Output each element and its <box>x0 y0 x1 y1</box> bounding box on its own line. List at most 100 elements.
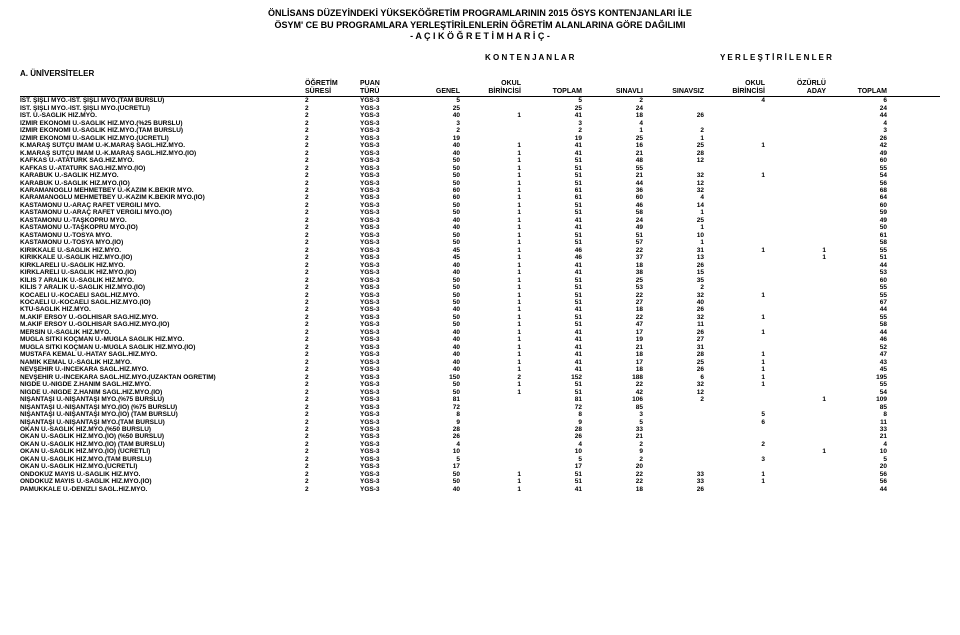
cell-puan-turu: YGS-3 <box>360 187 400 194</box>
cell-toplam-2: 54 <box>832 172 887 179</box>
cell-sinavli: 22 <box>588 314 649 321</box>
cell-ogretim-suresi: 2 <box>305 150 360 157</box>
cell-sinavli: 25 <box>588 135 649 142</box>
cell-ogretim-suresi: 2 <box>305 471 360 478</box>
cell-ogretim-suresi: 2 <box>305 456 360 463</box>
cell-okul-birincisi-2: 5 <box>710 411 771 418</box>
cell-ozurlu-aday: 1 <box>771 396 832 403</box>
cell-ogretim-suresi: 2 <box>305 142 360 149</box>
cell-puan-turu: YGS-3 <box>360 127 400 134</box>
hdr2-genel: GENEL <box>400 88 466 96</box>
cell-toplam: 51 <box>527 157 588 164</box>
cell-toplam: 41 <box>527 262 588 269</box>
cell-genel: 40 <box>400 366 466 373</box>
table-row: NİŞANTAŞI Ü.-NİŞANTAŞI MYO.(İÖ) (TAM BUR… <box>20 411 940 418</box>
cell-genel: 45 <box>400 254 466 261</box>
cell-sinavsiz: 26 <box>649 306 710 313</box>
cell-puan-turu: YGS-3 <box>360 97 400 104</box>
cell-okul-birincisi-2 <box>710 299 771 306</box>
cell-toplam: 51 <box>527 299 588 306</box>
cell-okul-birincisi-2: 1 <box>710 247 771 254</box>
cell-program-name: KASTAMONU Ü.-ARAÇ RAFET VERGİLİ MYO.(İÖ) <box>20 209 305 216</box>
hdr2-puan: TÜRÜ <box>360 88 400 96</box>
cell-toplam-2: 20 <box>832 463 887 470</box>
cell-okul-birincisi <box>466 105 527 112</box>
cell-toplam-2: 43 <box>832 359 887 366</box>
cell-program-name: KAFKAS Ü.-ATATÜRK SAĞ.HİZ.MYO. <box>20 157 305 164</box>
cell-ozurlu-aday <box>771 366 832 373</box>
cell-sinavsiz: 11 <box>649 321 710 328</box>
cell-ozurlu-aday <box>771 277 832 284</box>
cell-program-name: KARAMANOĞLU MEHMETBEY Ü.-KAZIM K.BEKİR M… <box>20 187 305 194</box>
cell-ozurlu-aday <box>771 351 832 358</box>
cell-okul-birincisi: 1 <box>466 351 527 358</box>
cell-sinavsiz: 31 <box>649 344 710 351</box>
cell-puan-turu: YGS-3 <box>360 419 400 426</box>
cell-ogretim-suresi: 2 <box>305 389 360 396</box>
cell-okul-birincisi: 1 <box>466 194 527 201</box>
cell-toplam-2: 4 <box>832 120 887 127</box>
cell-program-name: ONDOKUZ MAYIS Ü.-SAĞLIK HİZ.MYO.(İÖ) <box>20 478 305 485</box>
table-row: NİŞANTAŞI Ü.-NİŞANTAŞI MYO.(%75 BURSLU)2… <box>20 396 940 403</box>
cell-ozurlu-aday <box>771 180 832 187</box>
cell-sinavli: 19 <box>588 336 649 343</box>
cell-genel: 40 <box>400 269 466 276</box>
cell-program-name: KIRKLARELİ Ü.-SAĞLIK HİZ.MYO. <box>20 262 305 269</box>
table-row: KOCAELİ Ü.-KOCAELİ SAĞL.HİZ.MYO.2YGS-350… <box>20 292 940 299</box>
cell-program-name: KASTAMONU Ü.-TOSYA MYO. <box>20 232 305 239</box>
cell-okul-birincisi-2 <box>710 433 771 440</box>
cell-okul-birincisi-2 <box>710 336 771 343</box>
cell-ogretim-suresi: 2 <box>305 448 360 455</box>
cell-toplam-2: 49 <box>832 150 887 157</box>
cell-program-name: NİŞANTAŞI Ü.-NİŞANTAŞI MYO.(İÖ) (%75 BUR… <box>20 404 305 411</box>
cell-okul-birincisi-2 <box>710 404 771 411</box>
cell-okul-birincisi <box>466 456 527 463</box>
cell-ogretim-suresi: 2 <box>305 374 360 381</box>
table-row: OKAN Ü.-SAĞLIK HİZ.MYO.(İÖ) (%50 BURSLU)… <box>20 433 940 440</box>
cell-okul-birincisi: 1 <box>466 277 527 284</box>
cell-okul-birincisi-2 <box>710 321 771 328</box>
cell-sinavsiz: 26 <box>649 486 710 493</box>
cell-okul-birincisi-2 <box>710 254 771 261</box>
table-row: NİĞDE Ü.-NİĞDE Z.HANIM SAĞL.HİZ.MYO.(İÖ)… <box>20 389 940 396</box>
cell-ozurlu-aday <box>771 172 832 179</box>
cell-sinavsiz: 12 <box>649 389 710 396</box>
cell-program-name: OKAN Ü.-SAĞLIK HİZ.MYO.(İÖ) (ÜCRETLİ) <box>20 448 305 455</box>
cell-ozurlu-aday <box>771 112 832 119</box>
cell-program-name: NAMIK KEMAL Ü.-SAĞLIK HİZ.MYO. <box>20 359 305 366</box>
cell-ozurlu-aday <box>771 306 832 313</box>
cell-okul-birincisi <box>466 127 527 134</box>
cell-program-name: KİLİS 7 ARALIK Ü.-SAĞLIK HİZ.MYO. <box>20 277 305 284</box>
cell-sinavli: 36 <box>588 187 649 194</box>
cell-genel: 50 <box>400 180 466 187</box>
cell-ozurlu-aday <box>771 292 832 299</box>
cell-toplam-2: 56 <box>832 478 887 485</box>
cell-ozurlu-aday <box>771 194 832 201</box>
cell-sinavsiz: 32 <box>649 187 710 194</box>
cell-genel: 17 <box>400 463 466 470</box>
cell-ozurlu-aday <box>771 389 832 396</box>
cell-puan-turu: YGS-3 <box>360 105 400 112</box>
cell-toplam-2: 24 <box>832 105 887 112</box>
cell-okul-birincisi: 1 <box>466 314 527 321</box>
cell-sinavsiz <box>649 426 710 433</box>
cell-genel: 28 <box>400 426 466 433</box>
cell-genel: 40 <box>400 329 466 336</box>
cell-program-name: KIRKLARELİ Ü.-SAĞLIK HİZ.MYO.(İÖ) <box>20 269 305 276</box>
cell-toplam: 41 <box>527 142 588 149</box>
cell-toplam-2: 44 <box>832 486 887 493</box>
cell-genel: 40 <box>400 359 466 366</box>
table-row: ONDOKUZ MAYIS Ü.-SAĞLIK HİZ.MYO.(İÖ)2YGS… <box>20 478 940 485</box>
cell-toplam-2: 50 <box>832 224 887 231</box>
page: ÖNLİSANS DÜZEYİNDEKİ YÜKSEKÖĞRETİM PROGR… <box>0 0 960 635</box>
cell-program-name: KOCAELİ Ü.-KOCAELİ SAĞL.HİZ.MYO.(İÖ) <box>20 299 305 306</box>
cell-ogretim-suresi: 2 <box>305 329 360 336</box>
cell-sinavsiz: 32 <box>649 314 710 321</box>
cell-okul-birincisi <box>466 97 527 104</box>
cell-sinavsiz <box>649 97 710 104</box>
cell-sinavli: 18 <box>588 306 649 313</box>
cell-ogretim-suresi: 2 <box>305 232 360 239</box>
table-row: KASTAMONU Ü.-TAŞKÖPRÜ MYO.(İÖ)2YGS-34014… <box>20 224 940 231</box>
cell-puan-turu: YGS-3 <box>360 157 400 164</box>
cell-ozurlu-aday <box>771 486 832 493</box>
